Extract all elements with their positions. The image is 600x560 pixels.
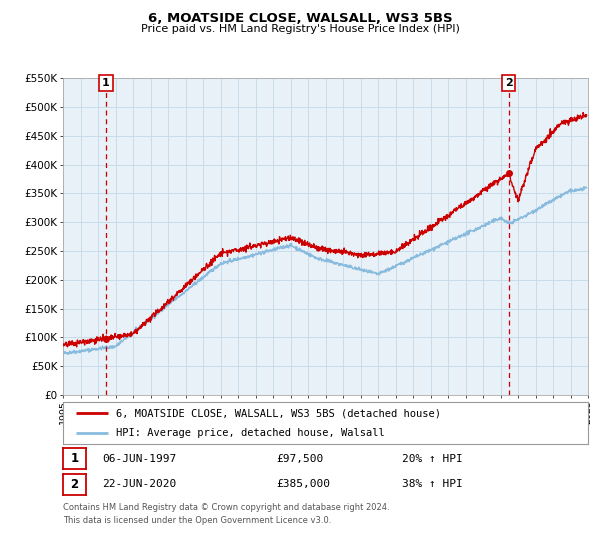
Text: 20% ↑ HPI: 20% ↑ HPI [402, 454, 463, 464]
Text: HPI: Average price, detached house, Walsall: HPI: Average price, detached house, Wals… [115, 428, 384, 438]
Text: 6, MOATSIDE CLOSE, WALSALL, WS3 5BS: 6, MOATSIDE CLOSE, WALSALL, WS3 5BS [148, 12, 452, 25]
Text: 2: 2 [505, 78, 512, 88]
Text: This data is licensed under the Open Government Licence v3.0.: This data is licensed under the Open Gov… [63, 516, 331, 525]
Text: 38% ↑ HPI: 38% ↑ HPI [402, 479, 463, 489]
Text: £385,000: £385,000 [276, 479, 330, 489]
Text: 06-JUN-1997: 06-JUN-1997 [102, 454, 176, 464]
Text: 2: 2 [70, 478, 79, 491]
Text: 1: 1 [102, 78, 110, 88]
Text: 22-JUN-2020: 22-JUN-2020 [102, 479, 176, 489]
Text: 1: 1 [70, 452, 79, 465]
Text: £97,500: £97,500 [276, 454, 323, 464]
Text: Contains HM Land Registry data © Crown copyright and database right 2024.: Contains HM Land Registry data © Crown c… [63, 503, 389, 512]
Text: 6, MOATSIDE CLOSE, WALSALL, WS3 5BS (detached house): 6, MOATSIDE CLOSE, WALSALL, WS3 5BS (det… [115, 408, 440, 418]
Text: Price paid vs. HM Land Registry's House Price Index (HPI): Price paid vs. HM Land Registry's House … [140, 24, 460, 34]
